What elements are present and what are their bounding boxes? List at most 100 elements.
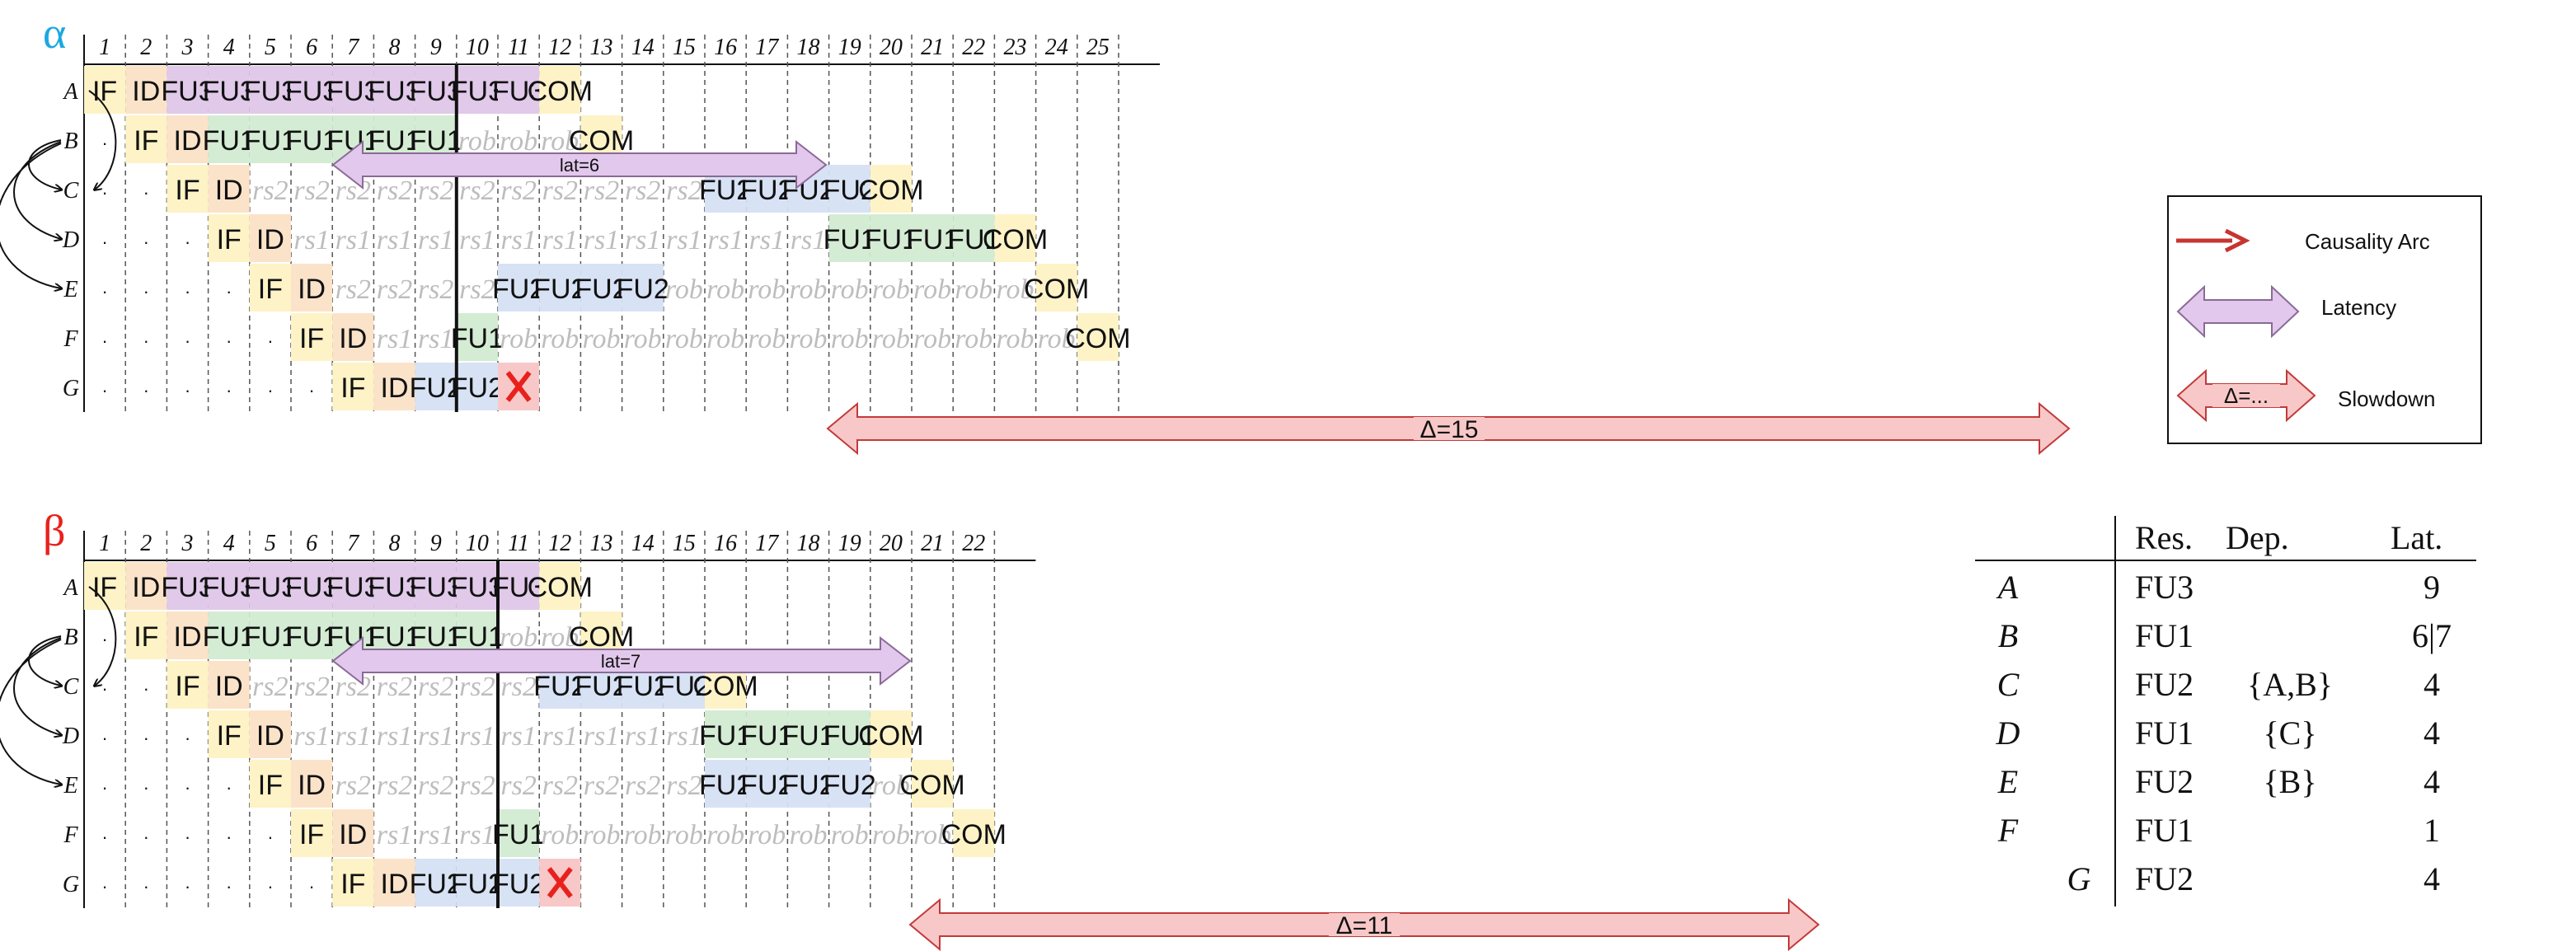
beta-pipeline-grid: 1 2 3 4 5 6 7 8 9 10 11 12 13 14 15 16 17 18 19 20 21 22ABCDE… (62, 531, 1036, 908)
cell-stage: FU1 (285, 621, 338, 653)
column-number: 16 (714, 35, 737, 60)
alpha-latency-arrow: lat=6 (331, 139, 828, 190)
cell-stage: FU1 (781, 720, 834, 752)
causality-arc (28, 635, 61, 686)
cell-stage: IF (340, 869, 365, 900)
column-number: 19 (838, 35, 861, 60)
table-header-res: Res. (2135, 519, 2193, 556)
cell-wait: rob (831, 274, 869, 305)
cell-stage: ID (174, 621, 202, 653)
row-label: F (63, 822, 78, 848)
cell-bg (539, 66, 581, 114)
cell-stage: ID (298, 770, 326, 801)
table-cell-res: FU1 (2135, 812, 2194, 849)
cell-dot: . (185, 822, 190, 843)
cell-stage: FU3 (326, 572, 379, 603)
cell-stage: IF (134, 125, 158, 157)
cell-wait: rob (665, 820, 703, 850)
table-cell-dep: {A,B} (2247, 666, 2333, 703)
cell-wait: rob (624, 820, 662, 850)
cell-stage: FU1 (244, 621, 297, 653)
slowdown-legend-icon: Δ=... (2176, 368, 2316, 423)
column-number: 1 (99, 35, 110, 60)
cell-wait: rs2 (459, 771, 495, 801)
cell-bg (167, 661, 209, 709)
legend-slowdown-inner: Δ=... (2224, 383, 2269, 408)
cell-stage: FU2 (823, 175, 876, 206)
cell-dot: . (227, 376, 232, 396)
cell-stage: COM (692, 671, 758, 702)
cell-bg (746, 710, 788, 758)
cell-bg (208, 562, 250, 610)
cell-wait: rob (913, 324, 951, 354)
table-cell-lat: 6|7 (2412, 617, 2452, 654)
cell-wait: rs2 (625, 771, 660, 801)
alpha-causality-arcs (0, 90, 117, 288)
cell-stage: ID (298, 274, 326, 305)
cell-stage: FU2 (492, 869, 545, 900)
cell-bg (208, 710, 250, 758)
cell-stage: ID (174, 125, 202, 157)
cell-wait: rob (500, 126, 537, 157)
cell-bg (1035, 264, 1077, 312)
column-number: 24 (1045, 35, 1068, 60)
cell-stage: FU1 (410, 125, 462, 157)
cell-wait: rs1 (584, 225, 619, 255)
cell-bg (249, 66, 291, 114)
cell-wait: rs1 (666, 225, 701, 255)
cell-wait: rob (955, 324, 992, 354)
alpha-slowdown-arrow: Δ=15 (826, 401, 2071, 456)
cell-bg (622, 264, 664, 312)
table-cell-name: F (1997, 812, 2019, 849)
column-number: 7 (347, 531, 359, 556)
cell-wait: rob (541, 324, 579, 354)
cell-wait: rs1 (377, 820, 412, 850)
column-number: 12 (548, 531, 571, 556)
cell-bg (870, 165, 912, 213)
cell-stage: FU3 (244, 572, 297, 603)
cell-stage: FU1 (451, 323, 504, 354)
cell-dot: . (143, 822, 148, 843)
cell-bg (167, 66, 209, 114)
table-header-dep: Dep. (2226, 519, 2289, 556)
cell-wait: rob (706, 820, 744, 850)
cell-dot: . (185, 724, 190, 744)
cell-stage: FU1 (823, 720, 876, 752)
cell-stage: IF (134, 621, 158, 653)
column-number: 12 (548, 35, 571, 60)
cell-bg (291, 313, 333, 361)
cell-wait: rs1 (500, 225, 536, 255)
cell-stage: FU3 (203, 572, 256, 603)
cell-bg (249, 264, 291, 312)
cell-stage: FU2 (451, 372, 504, 404)
cell-wait: rs2 (500, 672, 536, 702)
cell-dot: . (102, 326, 107, 347)
cell-wait: rob (872, 820, 910, 850)
column-number: 21 (921, 531, 944, 556)
cell-bg (291, 562, 333, 610)
cell-stage: FU1 (368, 125, 420, 157)
cell-wait: rs2 (252, 672, 288, 702)
cell-bg (291, 611, 333, 659)
column-number: 10 (466, 531, 489, 556)
cell-stage: COM (569, 125, 634, 157)
cell-bg (249, 760, 291, 808)
causality-legend-icon (2176, 228, 2250, 253)
column-number: 19 (838, 531, 861, 556)
cell-bg (332, 859, 374, 906)
cell-bg (580, 264, 622, 312)
cell-wait: rs2 (293, 672, 329, 702)
beta-latency-label: lat=7 (601, 651, 640, 672)
cell-dot: . (102, 674, 107, 695)
cell-bg (415, 562, 457, 610)
cell-stage: COM (1065, 323, 1130, 354)
beta-title: β (43, 506, 65, 555)
cell-dot: . (102, 773, 107, 794)
cell-bg (373, 562, 415, 610)
cell-stage: FU3 (161, 76, 213, 107)
cell-wait: rob (955, 274, 992, 305)
cell-wait: rs2 (377, 274, 412, 305)
cell-bg (249, 611, 291, 659)
cell-bg (705, 760, 747, 808)
cell-wait: rs2 (459, 274, 495, 305)
